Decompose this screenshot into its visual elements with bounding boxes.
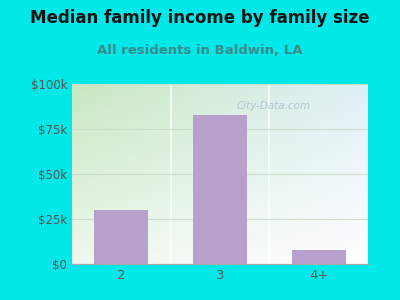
Text: All residents in Baldwin, LA: All residents in Baldwin, LA bbox=[97, 44, 303, 56]
Text: City-Data.com: City-Data.com bbox=[236, 100, 310, 111]
Bar bbox=[292, 250, 346, 264]
Text: Median family income by family size: Median family income by family size bbox=[30, 9, 370, 27]
Bar bbox=[193, 115, 247, 264]
Bar bbox=[94, 210, 148, 264]
